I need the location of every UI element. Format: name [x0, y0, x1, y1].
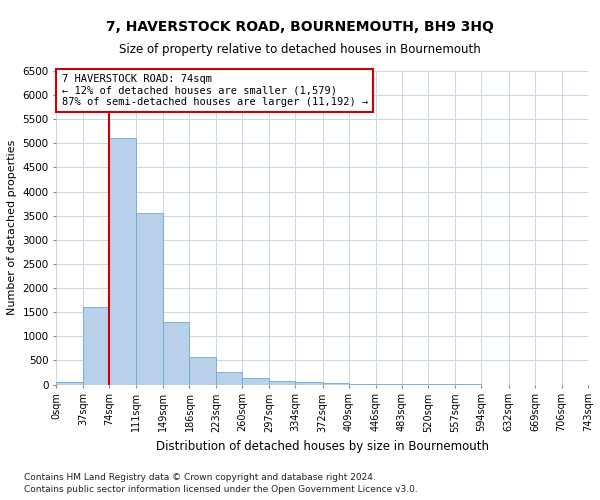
Bar	[323, 383, 349, 384]
Bar	[269, 380, 295, 384]
X-axis label: Distribution of detached houses by size in Bournemouth: Distribution of detached houses by size …	[156, 440, 489, 453]
Y-axis label: Number of detached properties: Number of detached properties	[7, 140, 17, 316]
Text: Contains HM Land Registry data © Crown copyright and database right 2024.: Contains HM Land Registry data © Crown c…	[24, 473, 376, 482]
Bar	[216, 372, 242, 384]
Text: 7 HAVERSTOCK ROAD: 74sqm
← 12% of detached houses are smaller (1,579)
87% of sem: 7 HAVERSTOCK ROAD: 74sqm ← 12% of detach…	[62, 74, 368, 108]
Text: 7, HAVERSTOCK ROAD, BOURNEMOUTH, BH9 3HQ: 7, HAVERSTOCK ROAD, BOURNEMOUTH, BH9 3HQ	[106, 20, 494, 34]
Bar	[109, 138, 136, 384]
Bar	[295, 382, 323, 384]
Bar	[163, 322, 190, 384]
Bar	[56, 382, 83, 384]
Text: Contains public sector information licensed under the Open Government Licence v3: Contains public sector information licen…	[24, 486, 418, 494]
Bar	[83, 308, 109, 384]
Bar	[136, 214, 163, 384]
Bar	[242, 378, 269, 384]
Text: Size of property relative to detached houses in Bournemouth: Size of property relative to detached ho…	[119, 42, 481, 56]
Bar	[190, 356, 216, 384]
